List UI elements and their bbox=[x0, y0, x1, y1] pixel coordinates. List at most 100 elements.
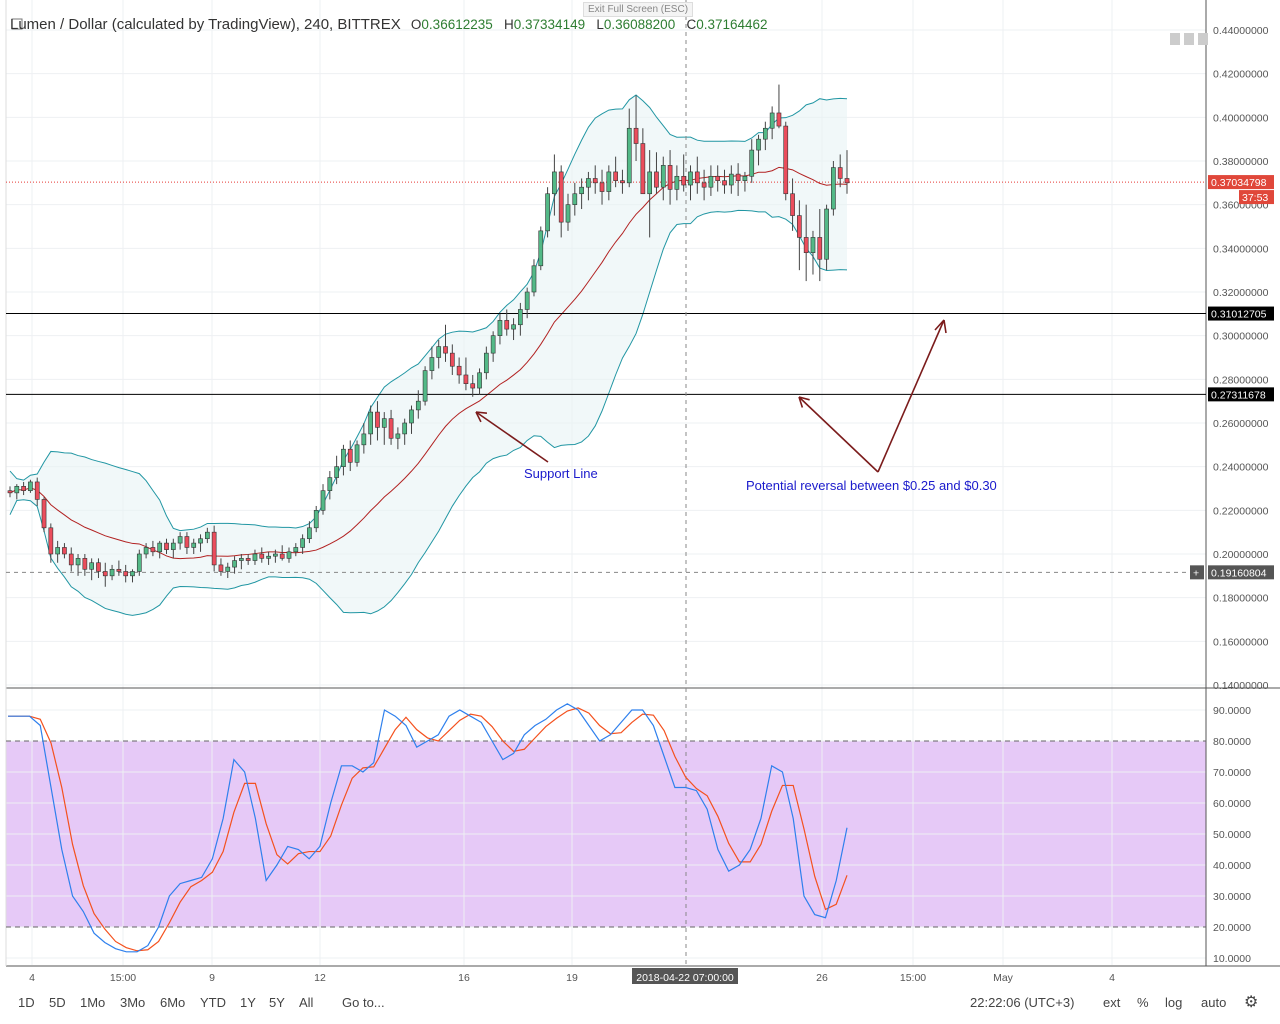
range-3mo-button[interactable]: 3Mo bbox=[120, 995, 146, 1010]
candle[interactable] bbox=[402, 422, 408, 435]
candle[interactable] bbox=[735, 173, 741, 181]
candle[interactable] bbox=[701, 182, 707, 188]
candle[interactable] bbox=[266, 555, 271, 559]
candle[interactable] bbox=[341, 448, 346, 467]
candle[interactable] bbox=[347, 448, 353, 463]
candle[interactable] bbox=[552, 171, 557, 195]
candle[interactable] bbox=[803, 237, 809, 254]
candle[interactable] bbox=[41, 499, 47, 529]
candle[interactable] bbox=[21, 486, 26, 491]
goto-button[interactable]: Go to... bbox=[342, 995, 385, 1010]
candle[interactable] bbox=[756, 138, 761, 151]
candle[interactable] bbox=[640, 143, 646, 195]
candle[interactable] bbox=[239, 558, 244, 561]
candle[interactable] bbox=[579, 186, 584, 195]
candle[interactable] bbox=[368, 411, 373, 435]
candle[interactable] bbox=[810, 237, 816, 254]
window-icon[interactable] bbox=[1170, 33, 1180, 45]
candle[interactable] bbox=[728, 173, 734, 186]
candle[interactable] bbox=[572, 193, 578, 205]
candle[interactable] bbox=[198, 538, 203, 544]
candle[interactable] bbox=[422, 370, 428, 402]
candle[interactable] bbox=[415, 400, 421, 411]
candle[interactable] bbox=[429, 357, 435, 371]
candle[interactable] bbox=[524, 291, 530, 310]
candle[interactable] bbox=[279, 553, 285, 559]
candle[interactable] bbox=[102, 571, 108, 577]
candle[interactable] bbox=[463, 374, 469, 385]
candle[interactable] bbox=[232, 560, 237, 568]
candle[interactable] bbox=[123, 571, 129, 577]
annotation-arrow[interactable] bbox=[475, 411, 549, 463]
candle[interactable] bbox=[831, 167, 836, 210]
candle[interactable] bbox=[538, 230, 544, 267]
candle[interactable] bbox=[824, 208, 829, 260]
candle[interactable] bbox=[783, 125, 789, 195]
candle[interactable] bbox=[722, 180, 727, 186]
candle[interactable] bbox=[327, 477, 333, 491]
range-1mo-button[interactable]: 1Mo bbox=[80, 995, 106, 1010]
candle[interactable] bbox=[681, 175, 687, 186]
candle[interactable] bbox=[497, 320, 503, 336]
candle[interactable] bbox=[68, 553, 74, 566]
candle[interactable] bbox=[48, 527, 54, 555]
candle[interactable] bbox=[545, 193, 550, 232]
candle[interactable] bbox=[626, 127, 632, 184]
range-ytd-button[interactable]: YTD bbox=[200, 995, 226, 1010]
candle[interactable] bbox=[844, 178, 850, 184]
candle[interactable] bbox=[307, 527, 312, 540]
candle[interactable] bbox=[252, 553, 258, 561]
candle[interactable] bbox=[613, 171, 618, 181]
candle[interactable] bbox=[443, 346, 448, 354]
candle[interactable] bbox=[300, 538, 305, 548]
candle[interactable] bbox=[75, 558, 81, 566]
candle[interactable] bbox=[354, 444, 360, 463]
candle[interactable] bbox=[817, 237, 823, 260]
candle[interactable] bbox=[211, 531, 217, 566]
candle[interactable] bbox=[34, 481, 40, 500]
candle[interactable] bbox=[273, 553, 278, 557]
candle[interactable] bbox=[409, 409, 414, 424]
annotation-arrow[interactable] bbox=[798, 396, 879, 473]
log-toggle[interactable]: log bbox=[1165, 995, 1183, 1010]
candle[interactable] bbox=[150, 547, 156, 553]
candle[interactable] bbox=[14, 486, 20, 494]
candle[interactable] bbox=[790, 193, 795, 216]
candle[interactable] bbox=[660, 165, 666, 188]
candle[interactable] bbox=[96, 562, 101, 572]
candle[interactable] bbox=[55, 547, 60, 555]
candle[interactable] bbox=[381, 418, 387, 428]
candle[interactable] bbox=[667, 165, 673, 190]
candle[interactable] bbox=[456, 365, 462, 376]
candle[interactable] bbox=[749, 149, 755, 177]
candle[interactable] bbox=[191, 542, 197, 548]
candle[interactable] bbox=[762, 127, 768, 140]
candle[interactable] bbox=[395, 433, 401, 439]
candle[interactable] bbox=[225, 566, 231, 572]
candle[interactable] bbox=[293, 547, 299, 553]
collapse-icon[interactable] bbox=[11, 18, 23, 30]
candle[interactable] bbox=[449, 352, 455, 367]
candle[interactable] bbox=[245, 558, 251, 561]
range-1d-button[interactable]: 1D bbox=[18, 995, 35, 1010]
candle[interactable] bbox=[518, 309, 523, 326]
candle[interactable] bbox=[633, 127, 639, 144]
candle[interactable] bbox=[184, 536, 190, 548]
range-1y-button[interactable]: 1Y bbox=[240, 995, 256, 1010]
candle[interactable] bbox=[769, 112, 775, 129]
candle[interactable] bbox=[177, 536, 183, 544]
candle[interactable] bbox=[504, 320, 510, 330]
candle[interactable] bbox=[313, 510, 319, 529]
candle[interactable] bbox=[565, 204, 571, 223]
candle[interactable] bbox=[483, 352, 489, 374]
candle[interactable] bbox=[157, 542, 163, 553]
candle[interactable] bbox=[511, 324, 516, 330]
candle[interactable] bbox=[620, 180, 625, 184]
candle[interactable] bbox=[170, 542, 176, 550]
window-icon[interactable] bbox=[1184, 33, 1194, 45]
candle[interactable] bbox=[558, 171, 564, 223]
candle[interactable] bbox=[136, 553, 142, 572]
candle[interactable] bbox=[116, 568, 122, 572]
candle[interactable] bbox=[436, 346, 442, 358]
candle[interactable] bbox=[89, 562, 94, 570]
